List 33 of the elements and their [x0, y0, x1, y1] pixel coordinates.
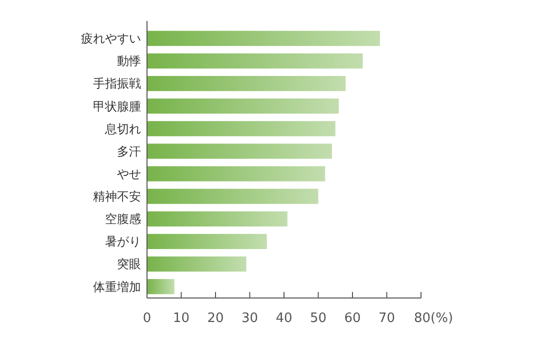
bar — [147, 76, 346, 92]
bar — [147, 188, 318, 204]
y-tick-label: 暑がり — [105, 234, 141, 249]
x-tick-label: 80(%) — [414, 311, 454, 326]
y-tick-label: 精神不安 — [93, 190, 141, 204]
y-tick-label: 体重増加 — [93, 280, 141, 294]
x-tick-label: 0 — [142, 311, 152, 326]
bar — [147, 53, 363, 69]
x-tick-label: 20 — [207, 311, 224, 326]
y-tick-label: 甲状腺腫 — [93, 99, 141, 114]
x-tick-label: 50 — [310, 311, 327, 326]
y-tick-label: 多汗 — [117, 144, 141, 158]
bar — [147, 211, 288, 226]
bar — [147, 30, 380, 46]
y-tick-label: 疲れやすい — [81, 32, 141, 46]
x-tick-label: 10 — [172, 311, 190, 326]
x-tick-label: 40 — [276, 311, 292, 326]
x-tick-label: 70 — [378, 311, 396, 326]
bar — [147, 144, 332, 159]
bar — [147, 234, 267, 250]
bar — [147, 121, 336, 136]
x-tick-label: 60 — [344, 311, 361, 326]
y-tick-label: 空腹感 — [105, 212, 141, 226]
bar — [147, 256, 246, 272]
y-tick-label: 息切れ — [104, 122, 141, 136]
y-tick-label: 手指振戦 — [93, 76, 141, 91]
x-tick-label: 30 — [241, 311, 258, 326]
y-tick-label: 動悸 — [117, 54, 141, 68]
bar — [147, 166, 326, 182]
y-tick-label: 突眼 — [117, 257, 141, 272]
bar — [147, 98, 339, 114]
bar — [147, 279, 174, 294]
y-tick-label: やせ — [117, 166, 141, 181]
